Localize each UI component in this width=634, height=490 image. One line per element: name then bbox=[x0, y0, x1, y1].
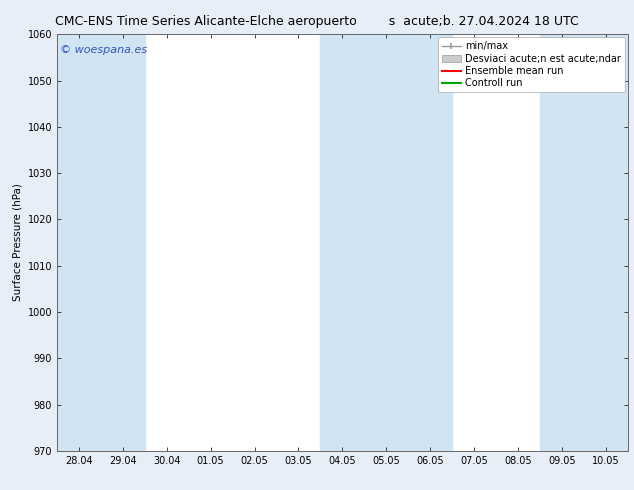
Bar bbox=[540, 34, 628, 451]
Legend: min/max, Desviaci acute;n est acute;ndar, Ensemble mean run, Controll run: min/max, Desviaci acute;n est acute;ndar… bbox=[437, 37, 624, 92]
Text: CMC-ENS Time Series Alicante-Elche aeropuerto        s  acute;b. 27.04.2024 18 U: CMC-ENS Time Series Alicante-Elche aerop… bbox=[55, 15, 579, 28]
Bar bbox=[320, 34, 452, 451]
Bar bbox=[57, 34, 145, 451]
Y-axis label: Surface Pressure (hPa): Surface Pressure (hPa) bbox=[12, 184, 22, 301]
Text: © woespana.es: © woespana.es bbox=[60, 45, 147, 55]
